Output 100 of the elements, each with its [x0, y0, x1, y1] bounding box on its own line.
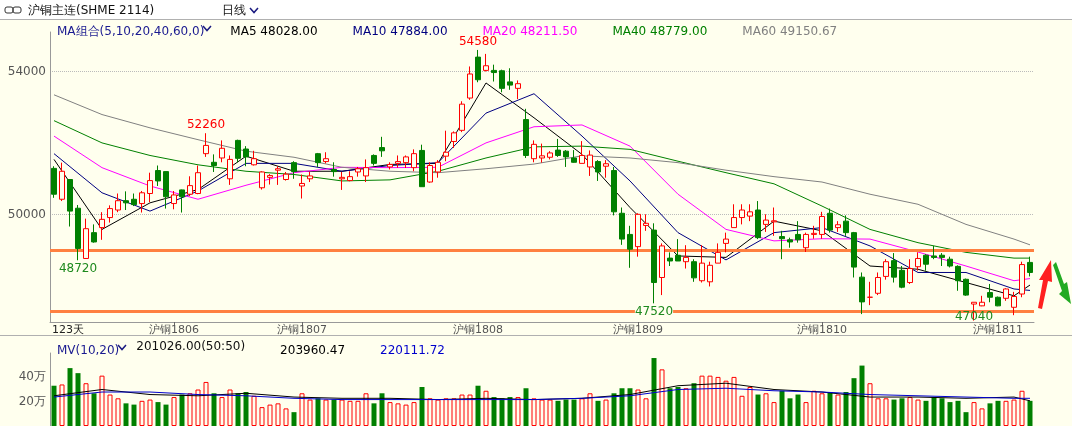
- bar: [691, 383, 697, 426]
- bar: [539, 399, 545, 426]
- y-tick-label: 50000: [7, 207, 46, 222]
- bar: [427, 398, 433, 426]
- bar: [995, 400, 1001, 426]
- candlestick: [467, 65, 473, 101]
- candlestick: [947, 256, 953, 268]
- candlestick: [635, 212, 641, 258]
- candlestick: [907, 258, 913, 285]
- candlestick: [787, 237, 793, 249]
- bar: [947, 402, 953, 426]
- bar: [443, 398, 449, 426]
- bar: [667, 388, 673, 426]
- bar: [579, 398, 585, 426]
- candlestick: [627, 225, 633, 269]
- bar: [59, 384, 65, 426]
- candlestick: [459, 100, 465, 133]
- candlestick: [803, 232, 809, 253]
- candlestick: [259, 170, 265, 191]
- annotation: 48720: [58, 261, 98, 276]
- annotation: 201026.00(50:50): [136, 339, 246, 353]
- candlestick: [219, 139, 225, 163]
- candlestick: [963, 278, 969, 297]
- candlestick: [515, 79, 521, 100]
- candlestick: [443, 130, 449, 162]
- bar: [363, 393, 369, 426]
- bar: [395, 403, 401, 426]
- candlestick: [651, 222, 657, 304]
- bar: [267, 404, 273, 426]
- bar: [835, 394, 841, 426]
- bar: [83, 383, 89, 426]
- bar: [227, 389, 233, 426]
- text: 沪铜主连(SHME 2114): [28, 2, 155, 19]
- bar: [907, 397, 913, 426]
- bar: [107, 394, 113, 426]
- candlestick: [883, 258, 889, 281]
- candlestick: [1019, 261, 1025, 298]
- candlestick: [827, 208, 833, 234]
- bar: [651, 358, 657, 426]
- candlestick: [163, 171, 169, 210]
- candlestick: [691, 258, 697, 283]
- bar: [115, 398, 121, 426]
- candlestick: [731, 203, 737, 229]
- bar: [331, 399, 337, 426]
- candlestick: [571, 149, 577, 164]
- text: 203960.47: [280, 343, 346, 357]
- candlestick: [363, 158, 369, 183]
- bar: [979, 408, 985, 426]
- candlestick: [51, 165, 57, 199]
- candlestick: [867, 281, 873, 306]
- bar: [587, 393, 593, 426]
- candlestick: [379, 136, 385, 158]
- candlestick: [659, 242, 665, 296]
- candlestick: [939, 252, 945, 267]
- candlestick: [107, 204, 113, 224]
- candlestick: [403, 154, 409, 169]
- bar: [187, 393, 193, 426]
- bar: [603, 399, 609, 426]
- bar: [299, 393, 305, 426]
- line-series: [53, 94, 1031, 246]
- candlestick: [707, 261, 713, 287]
- candlestick: [267, 173, 273, 186]
- candlestick: [491, 64, 497, 83]
- candlestick: [387, 161, 393, 170]
- bar: [899, 398, 905, 426]
- bar: [683, 388, 689, 426]
- candlestick: [531, 139, 537, 163]
- bar: [987, 403, 993, 426]
- bar: [355, 400, 361, 426]
- bar: [147, 399, 153, 426]
- bar: [323, 399, 329, 426]
- bar: [731, 376, 737, 426]
- candlestick: [955, 264, 961, 292]
- candlestick: [547, 150, 553, 160]
- bar: [419, 386, 425, 426]
- bar: [387, 402, 393, 426]
- candlestick: [283, 171, 289, 182]
- bar: [275, 403, 281, 426]
- bar: [931, 397, 937, 426]
- candlestick: [179, 189, 185, 214]
- line-series: [53, 387, 1031, 401]
- bar: [235, 393, 241, 426]
- candlestick: [99, 211, 105, 241]
- bar: [211, 393, 217, 426]
- candlestick: [203, 132, 209, 158]
- candlestick: [155, 165, 161, 187]
- candlestick: [819, 211, 825, 240]
- candlestick: [739, 203, 745, 225]
- candlestick: [291, 160, 297, 180]
- candlestick: [83, 218, 89, 260]
- candlestick: [275, 165, 281, 186]
- candlestick: [603, 159, 609, 179]
- bar: [803, 402, 809, 426]
- bar: [51, 385, 57, 426]
- candlestick: [243, 145, 249, 167]
- bar: [675, 386, 681, 426]
- x-tick-label: 沪铜1809: [613, 323, 663, 336]
- candlestick: [507, 67, 513, 91]
- bar: [515, 397, 521, 426]
- bar: [555, 400, 561, 426]
